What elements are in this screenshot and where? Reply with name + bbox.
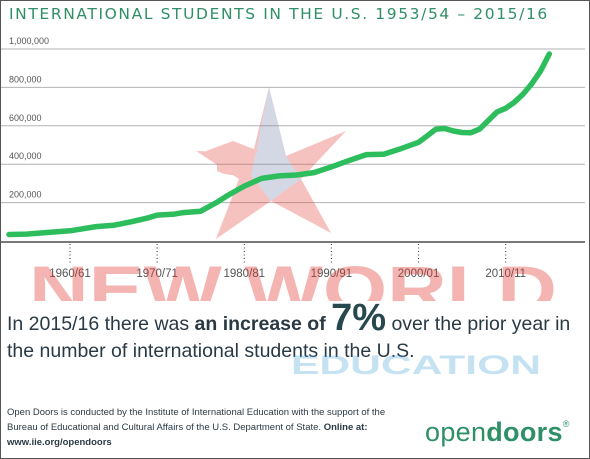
headline-intro: In 2015/16 there was bbox=[7, 313, 195, 335]
y-tick-label: 800,000 bbox=[9, 74, 42, 84]
x-tick-label: 2000/01 bbox=[398, 268, 440, 280]
headline-emphasis: an increase of bbox=[194, 313, 332, 335]
series-line bbox=[6, 51, 553, 238]
footnote-link[interactable]: Online at: www.iie.org/opendoors bbox=[7, 422, 368, 448]
registered-mark-icon: ® bbox=[562, 419, 570, 429]
watermark-star-icon bbox=[196, 87, 346, 239]
headline-percent: 7% bbox=[331, 297, 387, 339]
x-tick-label: 1990/91 bbox=[311, 268, 353, 280]
watermark-text-new-world: NEW WORLD bbox=[29, 252, 557, 301]
x-tick-label: 1960/61 bbox=[49, 268, 91, 280]
y-tick-label: 600,000 bbox=[9, 113, 42, 123]
y-tick-label: 1,000,000 bbox=[9, 36, 49, 46]
footnote-text: Open Doors is conducted by the Institute… bbox=[7, 407, 386, 433]
watermark-star-shade-icon bbox=[251, 87, 301, 201]
y-tick-label: 400,000 bbox=[9, 151, 42, 161]
watermark bbox=[196, 87, 346, 239]
line-chart: 200,000 400,000 600,000 800,000 1,000,000 196… bbox=[1, 36, 585, 301]
y-tick-label: 200,000 bbox=[9, 190, 42, 200]
x-tick-label: 1970/71 bbox=[136, 268, 178, 280]
gridlines bbox=[1, 48, 585, 263]
opendoors-logo: opendoors® bbox=[425, 417, 570, 448]
watermark-star-logo bbox=[196, 87, 346, 239]
axis-labels: 200,000 400,000 600,000 800,000 1,000,000 196… bbox=[9, 36, 526, 280]
x-tick-label: 2010/11 bbox=[485, 268, 526, 280]
watermark-mortarboard-icon bbox=[206, 141, 259, 175]
headline: In 2015/16 there was an increase of 7% o… bbox=[7, 299, 587, 365]
logo-open: open bbox=[425, 417, 487, 447]
chart-title: INTERNATIONAL STUDENTS IN THE U.S. 1953/… bbox=[9, 5, 549, 23]
x-tick-label: 1980/81 bbox=[223, 268, 265, 280]
series-layer bbox=[6, 51, 553, 238]
headline-rest: over the prior year in the number of int… bbox=[7, 313, 571, 362]
source-footnote: Open Doors is conducted by the Institute… bbox=[7, 405, 407, 450]
logo-doors: doors bbox=[486, 417, 563, 447]
